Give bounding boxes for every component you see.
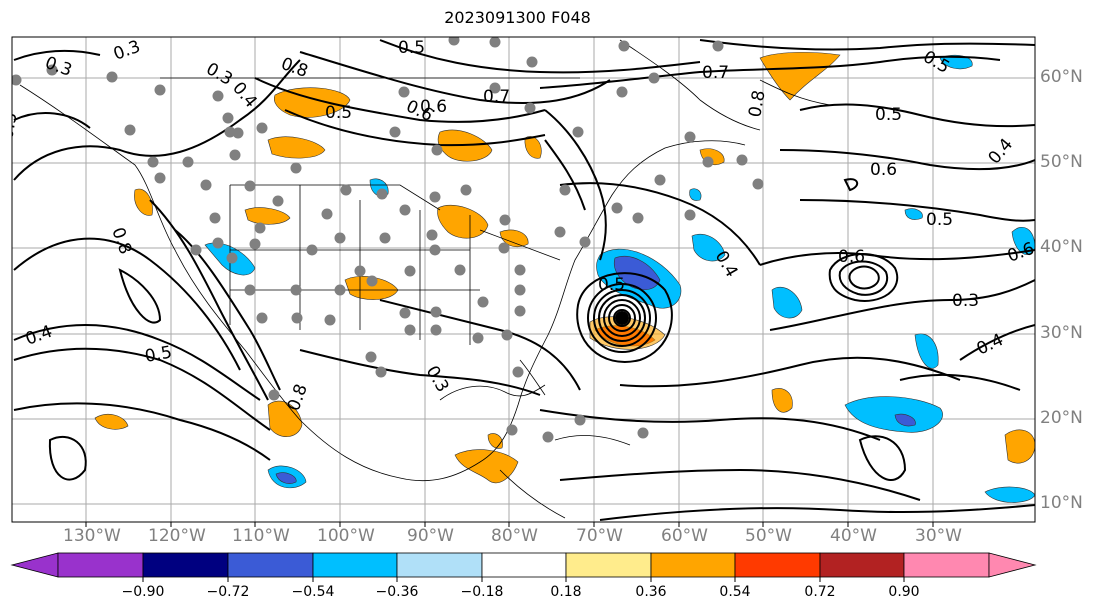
colorbar-tick-label: −0.72: [206, 584, 250, 600]
lat-label: 30°N: [1040, 323, 1083, 343]
gridlines: [12, 37, 1035, 522]
lon-label: 90°W: [407, 526, 454, 546]
hurricane-center: [615, 311, 629, 325]
colorbar-segment: [142, 552, 229, 578]
lon-label: 50°W: [745, 526, 792, 546]
contour-label: 0.6: [420, 97, 447, 117]
shade-patch: [759, 52, 841, 101]
shade-patch: [273, 87, 351, 118]
shade-patch: [134, 188, 153, 216]
contour-lines: [13, 39, 1035, 521]
shade-patch: [984, 486, 1035, 503]
contour-label: 0.7: [702, 63, 729, 83]
contour-label: 0.8: [745, 89, 769, 119]
shade-patch: [499, 229, 529, 247]
contour-label: 0.7: [483, 87, 510, 107]
colorbar-extend-high: [988, 552, 1037, 578]
lon-label: 70°W: [576, 526, 623, 546]
station-dots: [12, 37, 764, 443]
colorbar-tick-label: −0.18: [460, 584, 504, 600]
shade-patch: [454, 449, 519, 484]
colorbar: [10, 552, 1037, 578]
colorbar-tick-label: 0.54: [719, 584, 751, 600]
lon-label: 130°W: [63, 526, 121, 546]
lon-label: 30°W: [915, 526, 962, 546]
lon-label: 80°W: [491, 526, 538, 546]
lon-label: 40°W: [830, 526, 877, 546]
map-title: 2023091300 F048: [444, 8, 591, 27]
colorbar-segment: [312, 552, 398, 578]
shade-patch: [939, 54, 973, 70]
coastlines: [19, 39, 831, 519]
colorbar-extend-low: [10, 552, 59, 578]
colorbar-tick-label: 0.72: [804, 584, 836, 600]
lat-label: 10°N: [1040, 493, 1083, 513]
contour-label: 0.5: [926, 210, 953, 230]
colorbar-segment: [396, 552, 483, 578]
colorbar-tick-label: 0.90: [888, 584, 920, 600]
shade-patch: [844, 396, 943, 433]
lon-label: 120°W: [148, 526, 206, 546]
colorbar-segment: [565, 552, 652, 578]
colorbar-segment: [734, 552, 821, 578]
shade-patch: [691, 234, 726, 262]
colorbar-tick-label: −0.36: [375, 584, 419, 600]
shade-patch: [904, 208, 923, 220]
colorbar-tick-label: −0.54: [291, 584, 335, 600]
colorbar-tick-label: 0.36: [635, 584, 667, 600]
colorbar-tick-label: 0.18: [550, 584, 582, 600]
shade-patch: [894, 413, 916, 427]
contour-label: 0.5: [398, 38, 425, 58]
colorbar-ticks: [142, 577, 905, 582]
shade-patch: [771, 286, 803, 319]
colorbar-segment: [819, 552, 905, 578]
contour-label: 0.5: [143, 343, 173, 367]
map-panel: 0.3 0.3 0.8 0.4 0.3 0.5 0.6 0.7 0.8 0.5 …: [0, 37, 1035, 522]
contour-label: 0.5: [598, 275, 625, 295]
contour-label: 0.5: [875, 105, 902, 125]
shade-patch: [914, 333, 939, 369]
lat-label: 40°N: [1040, 237, 1083, 257]
lat-label: 20°N: [1040, 408, 1083, 428]
lon-label: 110°W: [232, 526, 290, 546]
shade-patch: [689, 188, 702, 201]
shade-patch: [94, 414, 129, 430]
colorbar-segment: [227, 552, 314, 578]
shade-patch: [437, 204, 489, 239]
lat-label: 60°N: [1040, 67, 1083, 87]
lon-label: 100°W: [317, 526, 375, 546]
shade-patch: [275, 472, 297, 484]
contour-label: 0.5: [325, 103, 352, 123]
lon-label: 60°W: [661, 526, 708, 546]
shade-patch: [1011, 227, 1035, 255]
shade-patch: [244, 207, 291, 225]
contour-label: 0.6: [870, 160, 897, 180]
contour-label: 0.6: [838, 247, 865, 267]
shade-patch: [267, 136, 326, 159]
contour-label: 0.3: [952, 291, 979, 311]
lat-label: 50°N: [1040, 152, 1083, 172]
hurricane-contours: [576, 272, 673, 363]
colorbar-tick-label: −0.90: [121, 584, 165, 600]
colorbar-segment: [57, 552, 144, 578]
shade-patch: [771, 388, 793, 413]
colorbar-segment: [903, 552, 990, 578]
map-frame: [11, 36, 1036, 523]
shade-patch: [267, 400, 303, 437]
lon-ticks: [85, 522, 934, 527]
colorbar-segment: [650, 552, 736, 578]
colorbar-segment: [481, 552, 567, 578]
contour-label: 0.5: [0, 111, 22, 141]
